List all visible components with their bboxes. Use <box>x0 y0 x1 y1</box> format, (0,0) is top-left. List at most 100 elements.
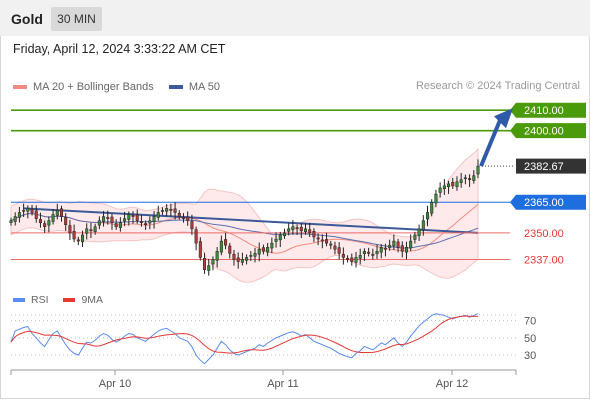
candle-body <box>468 178 472 181</box>
candle-body <box>371 253 375 256</box>
candle-body <box>303 228 308 232</box>
candle-body <box>190 221 194 230</box>
candle-body <box>434 193 438 204</box>
candle-body <box>76 239 80 242</box>
candle-body <box>278 234 282 241</box>
candle-body <box>325 239 329 244</box>
rsi-legend-label-9ma: 9MA <box>81 294 104 306</box>
candle-body <box>173 208 177 213</box>
candle-body <box>68 225 72 234</box>
candle-body <box>148 220 152 224</box>
candle-body <box>47 220 51 226</box>
candle-body <box>186 216 190 221</box>
candle-body <box>64 217 68 225</box>
timeframe-button[interactable]: 30 MIN <box>51 7 102 31</box>
candle-body <box>51 214 55 222</box>
candle-body <box>379 246 383 253</box>
rsi-legend-label-rsi: RSI <box>31 294 49 306</box>
candle-body <box>30 208 34 213</box>
candle-body <box>89 229 93 232</box>
support-label: 2337.00 <box>524 255 564 267</box>
candle-body <box>270 242 274 249</box>
candle-body <box>156 212 160 218</box>
candle-body <box>358 255 362 259</box>
candle-body <box>320 239 324 242</box>
candle-body <box>219 240 223 253</box>
candle-body <box>22 210 26 212</box>
rsi-9ma-line <box>10 315 479 354</box>
candle-body <box>34 210 38 219</box>
chart-datetime: Friday, April 12, 2024 3:33:22 AM CET <box>13 42 226 56</box>
candle-body <box>236 257 240 262</box>
resistance-label: 2400.00 <box>524 126 564 138</box>
research-credit: Research © 2024 Trading Central <box>415 80 580 92</box>
candle-body <box>181 217 186 219</box>
candle-body <box>312 231 316 238</box>
candle-body <box>55 210 59 216</box>
candle-body <box>261 247 265 252</box>
candle-body <box>274 238 278 242</box>
candle-body <box>463 177 467 179</box>
candle-body <box>17 212 21 218</box>
candle-body <box>169 208 173 211</box>
candle-body <box>106 217 110 219</box>
candle-body <box>43 223 47 228</box>
candle-body <box>59 208 63 217</box>
last-price-label-box <box>516 158 586 174</box>
candle-body <box>194 229 198 244</box>
legend-label-bollinger: MA 20 + Bollinger Bands <box>33 81 154 93</box>
candle-body <box>207 265 211 271</box>
candle-body <box>333 245 337 250</box>
candle-body <box>245 257 249 261</box>
rsi-level-label: 50 <box>524 333 536 345</box>
candle-body <box>240 259 244 263</box>
rsi-line <box>10 313 479 365</box>
candle-body <box>459 179 463 183</box>
candle-body <box>447 183 451 187</box>
x-axis-label: Apr 12 <box>436 378 468 390</box>
candle-body <box>367 251 371 254</box>
candle-body <box>308 229 312 234</box>
legend-item-ma50: MA 50 <box>168 81 220 93</box>
legend-item-bollinger: MA 20 + Bollinger Bands <box>13 81 154 93</box>
candle-body <box>81 234 85 243</box>
candle-body <box>295 227 299 230</box>
rsi-level-label: 30 <box>524 350 536 362</box>
candle-body <box>291 226 295 230</box>
rsi-legend-swatch-rsi <box>13 298 25 302</box>
candle-body <box>228 245 232 254</box>
candle-body <box>123 218 127 222</box>
candle-body <box>388 244 392 248</box>
candle-body <box>396 241 400 248</box>
candle-body <box>383 247 387 250</box>
projection-arrow-head <box>494 108 513 129</box>
candle-body <box>224 239 228 246</box>
candle-body <box>472 175 476 181</box>
candle-body <box>404 246 408 253</box>
resistance-label-box <box>510 102 586 118</box>
candle-body <box>426 212 430 220</box>
candle-body <box>350 257 354 262</box>
candle-body <box>413 234 417 240</box>
candle-body <box>118 222 122 228</box>
candle-body <box>417 228 421 237</box>
candle-body <box>346 258 350 260</box>
candle-body <box>177 213 181 217</box>
candle-body <box>455 181 459 187</box>
candle-body <box>438 187 442 193</box>
x-axis-label: Apr 11 <box>267 378 299 390</box>
candle-body <box>135 214 139 221</box>
candle-body <box>102 216 106 222</box>
legend-swatch-bollinger <box>13 85 27 89</box>
candle-body <box>316 237 320 240</box>
chart-legend: MA 20 + Bollinger Bands MA 50 <box>13 80 232 93</box>
trend-line <box>23 207 479 234</box>
legend-swatch-ma50 <box>168 85 183 89</box>
last-price-label: 2382.67 <box>524 161 564 173</box>
resistance-label: 2410.00 <box>524 105 564 117</box>
candle-body <box>354 257 358 263</box>
candle-body <box>266 246 270 253</box>
support-label: 2350.00 <box>524 228 564 240</box>
candle-body <box>341 253 345 258</box>
